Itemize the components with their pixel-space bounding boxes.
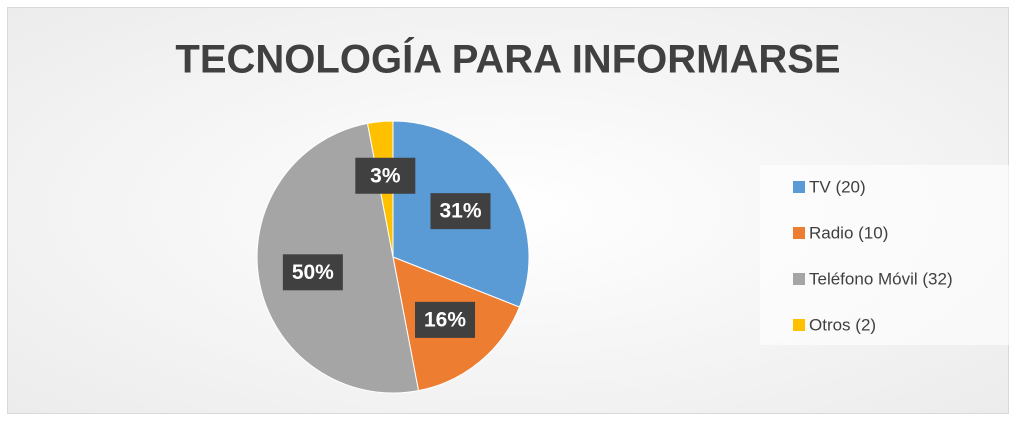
legend-swatch bbox=[793, 273, 805, 285]
data-label: 3% bbox=[370, 164, 401, 187]
legend-box bbox=[760, 165, 1015, 345]
legend-label: Otros (2) bbox=[809, 315, 876, 334]
data-label: 16% bbox=[424, 308, 466, 331]
data-label-box bbox=[355, 157, 416, 194]
chart-title: TECNOLOGÍA PARA INFORMARSE bbox=[175, 37, 840, 82]
data-label-box bbox=[415, 301, 476, 338]
legend-label: Teléfono Móvil (32) bbox=[809, 269, 953, 288]
legend-label: TV (20) bbox=[809, 177, 866, 196]
legend-swatch bbox=[793, 227, 805, 239]
legend-swatch bbox=[793, 181, 805, 193]
data-label-box bbox=[430, 193, 491, 230]
data-label: 50% bbox=[292, 261, 334, 284]
data-label: 31% bbox=[439, 200, 481, 223]
legend-swatch bbox=[793, 319, 805, 331]
legend-label: Radio (10) bbox=[809, 223, 888, 242]
data-label-box bbox=[282, 254, 343, 291]
